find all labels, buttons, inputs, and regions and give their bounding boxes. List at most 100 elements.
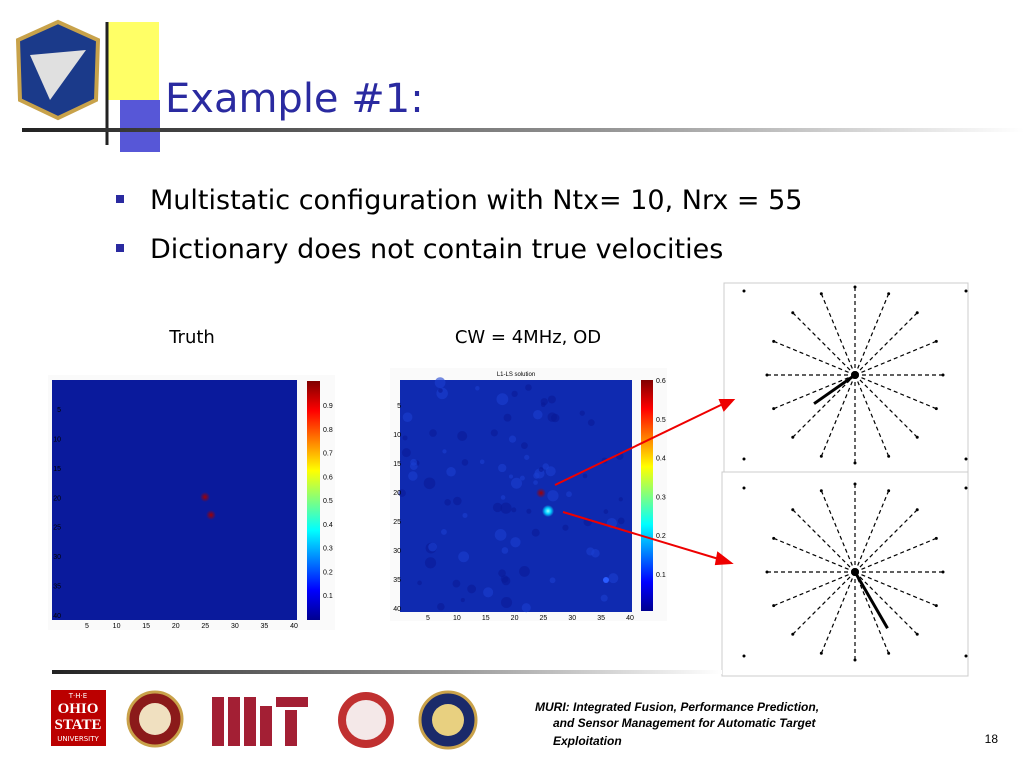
spoke-tip [887,489,891,493]
speckle [442,449,447,454]
speckle [608,573,619,584]
colorbar-label: 0.7 [323,451,333,458]
spoke [854,312,918,376]
heatmap [48,375,335,630]
x-tick-label: 35 [261,623,269,630]
speckle [519,566,530,577]
center [851,371,859,379]
spoke [854,571,937,607]
spoke-tip [819,651,823,655]
velocity-diagrams [742,285,968,662]
speckle [458,551,470,563]
y-tick-label: 5 [397,403,401,410]
spoke-tip [772,536,776,540]
spoke-tip [791,311,795,315]
spoke [773,340,856,376]
speckle [519,475,525,481]
speckle [460,598,465,603]
colorbar-label: 0.2 [656,533,666,540]
spoke-tip [819,489,823,493]
speckle [428,542,437,552]
speckle [547,412,557,422]
spoke-tip [915,508,919,512]
x-tick-label: 35 [597,615,605,622]
bullet-text: Multistatic configuration with Ntx= 10, … [150,185,802,216]
speckle [479,459,485,465]
speckle [483,587,494,598]
speckle [438,388,443,393]
spoke-tip [772,604,776,608]
footer-text: and Sensor Management for Automatic Targ… [553,716,816,730]
spoke [773,571,856,607]
y-tick-label: 5 [57,407,61,414]
speckle [500,575,509,583]
y-tick-label: 10 [53,436,61,443]
speckle [500,502,512,514]
spoke-tip [887,292,891,296]
speckle [494,529,507,541]
speckle [410,458,418,466]
colorbar-label: 0.8 [323,427,333,434]
x-tick-label: 25 [201,623,209,630]
spoke [854,340,937,376]
speckle [566,491,572,498]
spoke-tip [765,570,769,574]
spoke [792,374,856,438]
caption: CW = 4MHz, OD [455,327,601,348]
corner-dot [742,457,746,461]
speckle [452,579,461,588]
speckle [562,524,569,531]
colorbar-label: 0.6 [656,378,666,385]
spoke [792,509,856,573]
speckle [533,480,538,485]
spoke-tip [934,339,938,343]
spoke [854,509,918,573]
spoke-tip [915,311,919,315]
speckle [525,384,532,391]
spoke [820,490,856,573]
speckle [587,419,595,427]
speckle [496,393,509,406]
speckle [437,602,445,611]
colorbar-label: 0.1 [323,593,333,600]
speckle [526,508,532,514]
footer-text: MURI: Integrated Fusion, Performance Pre… [535,700,819,714]
colorbar-label: 0.2 [323,569,333,576]
colorbar-label: 0.5 [323,498,333,505]
spoke [854,571,918,635]
speckle [547,490,559,502]
speckle [408,471,418,481]
x-tick-label: 15 [482,615,490,622]
spoke-tip [791,632,795,636]
spoke-tip [915,435,919,439]
diagram-box [721,471,969,677]
x-tick-label: 25 [540,615,548,622]
spoke-tip [934,407,938,411]
logo-text: OHIO [58,701,99,717]
logo-text: STATE [55,717,102,733]
corner-dot [742,654,746,658]
speckle [510,477,523,489]
spoke [854,571,890,654]
x-tick-label: 20 [511,615,519,622]
spoke-tip [934,604,938,608]
spoke [820,571,856,654]
spoke [792,571,856,635]
deco-line [52,670,722,674]
speckle [579,410,585,416]
speckle [461,459,469,466]
y-tick-label: 25 [393,519,401,526]
y-tick-label: 15 [393,461,401,468]
speckle [446,466,456,477]
spoke [854,374,937,410]
speckle [462,512,468,519]
x-tick-label: 30 [231,623,239,630]
speckle [498,569,506,577]
speckle [475,386,480,391]
logo-text: UNIVERSITY [57,735,99,743]
speckle [444,499,451,506]
y-tick-label: 25 [53,525,61,532]
speckle [500,596,513,609]
speckle [603,509,609,514]
